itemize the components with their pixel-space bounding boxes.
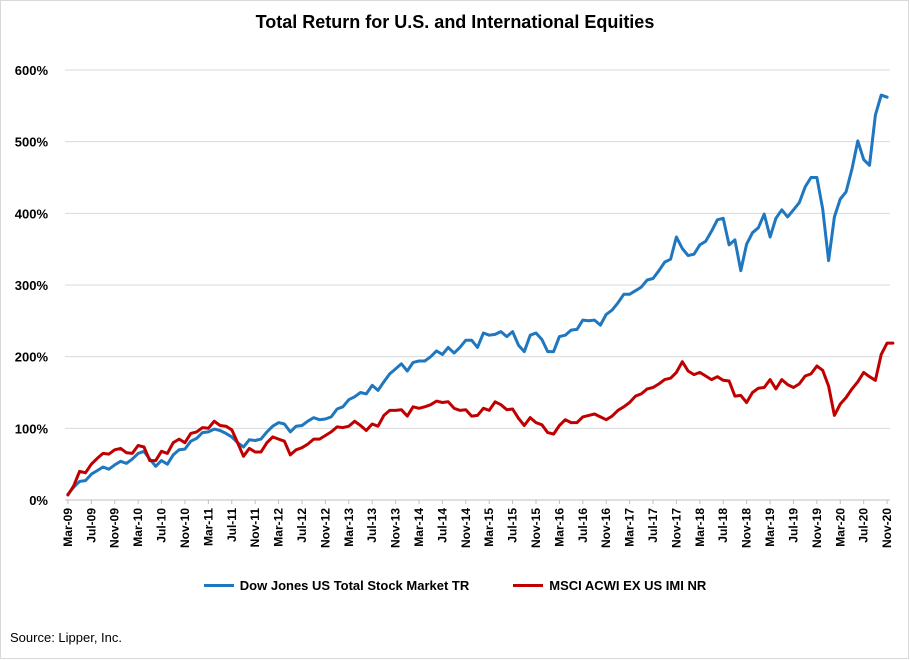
x-tick-label: Nov-19: [810, 508, 824, 548]
y-tick-label: 200%: [15, 350, 49, 365]
y-tick-label: 100%: [15, 421, 49, 436]
x-tick-label: Mar-10: [131, 508, 145, 547]
x-tick-label: Nov-16: [599, 508, 613, 548]
x-tick-label: Jul-11: [225, 508, 239, 542]
x-tick-label: Jul-15: [506, 508, 520, 543]
series-line-msci: [66, 341, 895, 497]
series-line-dow-jones: [66, 93, 889, 496]
x-tick-label: Jul-10: [155, 508, 169, 543]
x-tick-label: Nov-14: [459, 508, 473, 548]
x-tick-label: Mar-11: [201, 508, 215, 546]
legend-label-dow-jones: Dow Jones US Total Stock Market TR: [239, 578, 470, 593]
x-tick-label: Nov-18: [740, 508, 754, 548]
legend-item-dow-jones: Dow Jones US Total Stock Market TR: [203, 578, 470, 593]
x-tick-label: Jul-20: [857, 508, 871, 543]
y-axis-ticks: 0% 100% 200% 300% 400% 500% 600%: [15, 63, 49, 508]
legend-item-msci: MSCI ACWI EX US IMI NR: [513, 578, 706, 593]
x-tick-label: Jul-09: [84, 508, 98, 543]
x-tick-label: Jul-13: [365, 508, 379, 543]
x-tick-label: Jul-14: [435, 508, 449, 543]
x-tick-label: Mar-20: [833, 508, 847, 547]
chart-title: Total Return for U.S. and International …: [255, 12, 655, 32]
x-tick-label: Nov-20: [880, 508, 894, 548]
x-tick-label: Mar-16: [552, 508, 566, 547]
x-tick-label: Mar-09: [61, 508, 75, 547]
x-tick-label: Nov-12: [318, 508, 332, 548]
legend: Dow Jones US Total Stock Market TR MSCI …: [0, 578, 910, 593]
x-tick-label: Nov-15: [529, 508, 543, 548]
legend-swatch-dow-jones: [203, 584, 234, 587]
x-tick-label: Mar-19: [763, 508, 777, 547]
y-tick-label: 400%: [15, 206, 49, 221]
x-tick-label: Nov-09: [108, 508, 122, 548]
x-tick-label: Mar-17: [623, 508, 637, 547]
y-tick-label: 600%: [15, 63, 49, 78]
legend-label-msci: MSCI ACWI EX US IMI NR: [549, 578, 707, 593]
x-axis-ticks: Mar-09 Jul-09 Nov-09 Mar-10 Jul-10 Nov-10 Mar-…: [61, 500, 894, 548]
x-tick-label: Nov-13: [389, 508, 403, 548]
x-tick-label: Mar-15: [482, 508, 496, 547]
x-tick-label: Nov-11: [248, 508, 262, 548]
x-tick-label: Jul-12: [295, 508, 309, 543]
x-tick-label: Mar-18: [693, 508, 707, 547]
x-tick-label: Jul-17: [646, 508, 660, 543]
gridlines: [65, 69, 890, 429]
x-tick-label: Mar-14: [412, 508, 426, 547]
legend-swatch-msci: [513, 584, 544, 587]
y-tick-label: 500%: [15, 135, 49, 150]
x-tick-label: Jul-19: [786, 508, 800, 543]
y-tick-label: 0%: [29, 493, 48, 508]
source-note: Source: Lipper, Inc.: [10, 630, 123, 645]
y-tick-label: 300%: [15, 278, 49, 293]
x-tick-label: Nov-17: [669, 508, 683, 548]
x-tick-label: Jul-16: [576, 508, 590, 543]
x-tick-label: Nov-10: [178, 508, 192, 548]
x-tick-label: Mar-12: [272, 508, 286, 547]
series-lines: [66, 93, 895, 497]
x-tick-label: Mar-13: [342, 508, 356, 547]
x-tick-label: Jul-18: [716, 508, 730, 543]
